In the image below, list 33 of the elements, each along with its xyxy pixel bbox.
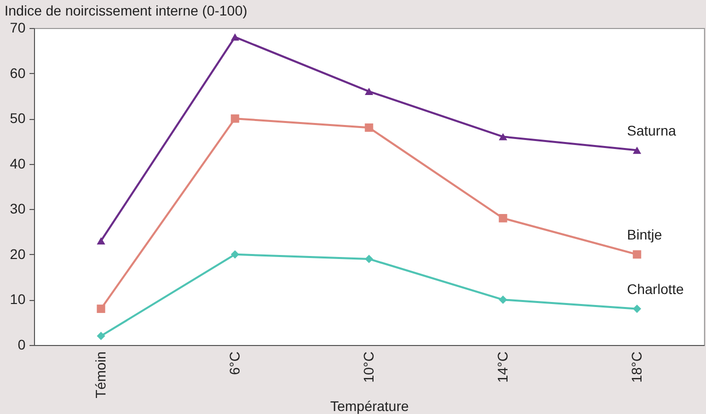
y-tick-label: 10 xyxy=(10,291,26,308)
point xyxy=(96,237,106,244)
y-tick-label: 0 xyxy=(18,336,26,352)
point xyxy=(96,332,106,340)
y-tick-label: 70 xyxy=(10,20,26,36)
point xyxy=(364,123,374,132)
point xyxy=(230,33,240,41)
y-tick-label: 50 xyxy=(10,110,26,126)
point xyxy=(632,146,642,154)
point xyxy=(230,114,240,123)
point xyxy=(632,304,642,313)
point xyxy=(364,254,374,264)
series-label: Bintje xyxy=(627,226,662,242)
point xyxy=(632,250,642,259)
x-tick-label: 14°C xyxy=(494,352,510,383)
point xyxy=(498,214,508,222)
x-tick-label: Témoin xyxy=(92,352,108,398)
x-axis-title: Température xyxy=(330,398,410,414)
series-label: Saturna xyxy=(627,122,676,138)
point xyxy=(230,250,240,259)
y-tick-label: 60 xyxy=(10,64,26,81)
x-tick-label: 6°C xyxy=(226,352,242,375)
point xyxy=(364,88,374,96)
point xyxy=(96,304,106,313)
x-tick-label: 18°C xyxy=(628,352,644,383)
x-tick-label: 10°C xyxy=(360,352,376,383)
y-tick-label: 30 xyxy=(10,200,26,217)
y-axis-title: Indice de noircissement interne (0-100) xyxy=(4,2,248,18)
y-tick-label: 40 xyxy=(10,155,26,172)
y-tick-label: 20 xyxy=(10,246,26,262)
series-label: Charlotte xyxy=(627,280,684,297)
point xyxy=(498,133,508,140)
point xyxy=(498,296,508,304)
